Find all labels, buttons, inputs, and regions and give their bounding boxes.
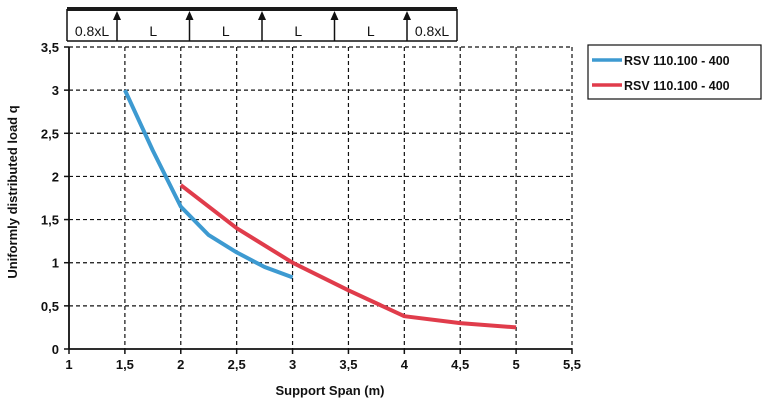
data-series xyxy=(123,89,517,330)
support-arrow-head xyxy=(258,11,266,20)
x-tick-label: 4 xyxy=(401,357,409,372)
support-arrow-head xyxy=(330,11,339,20)
legend-label-1: RSV 110.100 - 400 xyxy=(624,54,730,68)
y-tick-label: 3 xyxy=(52,83,59,98)
legend-box xyxy=(587,44,762,100)
y-tick-label: 0 xyxy=(52,342,59,357)
x-tick-label: 4,5 xyxy=(451,357,469,372)
x-tick-label: 2,5 xyxy=(228,357,246,372)
support-arrow-head xyxy=(403,11,411,20)
y-tick-label: 3,5 xyxy=(41,40,59,55)
x-tick-label: 3 xyxy=(289,357,296,372)
y-tick-label: 2,5 xyxy=(41,126,59,141)
x-tick-label: 2 xyxy=(177,357,184,372)
beam-span-label: L xyxy=(294,23,302,39)
y-tick-label: 0,5 xyxy=(41,299,59,314)
x-tick-label: 5,5 xyxy=(563,357,581,372)
beam-span-label: L xyxy=(222,23,230,39)
x-tick-label: 5 xyxy=(512,357,519,372)
series-line-1 xyxy=(123,89,294,280)
y-tick-label: 1,5 xyxy=(41,213,59,228)
x-axis-title: Support Span (m) xyxy=(275,383,384,398)
axes xyxy=(64,46,573,354)
legend: RSV 110.100 - 400 RSV 110.100 - 400 xyxy=(587,44,762,100)
y-axis-title: Uniformly distributed load q xyxy=(5,105,20,278)
tick-labels: 1 1,5 2 2,5 3 3,5 4 4,5 5 5,5 0 0,5 1 1,5 2 2,5 3 3,5 xyxy=(41,40,581,372)
x-tick-label: 3,5 xyxy=(339,357,357,372)
support-diagram: 0.8xL L L L L 0.8xL xyxy=(66,7,458,42)
support-arrow-head xyxy=(113,11,121,20)
support-arrow-head xyxy=(185,11,194,20)
beam-span-label: L xyxy=(149,23,157,39)
grid-lines xyxy=(69,46,573,349)
x-tick-label: 1 xyxy=(65,357,72,372)
y-tick-label: 1 xyxy=(52,256,59,271)
beam-span-label: 0.8xL xyxy=(75,23,109,39)
beam-span-label: 0.8xL xyxy=(415,23,449,39)
x-tick-label: 1,5 xyxy=(116,357,134,372)
series-line-2 xyxy=(179,183,517,330)
beam-span-label: L xyxy=(367,23,375,39)
legend-label-2: RSV 110.100 - 400 xyxy=(624,79,730,93)
y-tick-label: 2 xyxy=(52,169,59,184)
